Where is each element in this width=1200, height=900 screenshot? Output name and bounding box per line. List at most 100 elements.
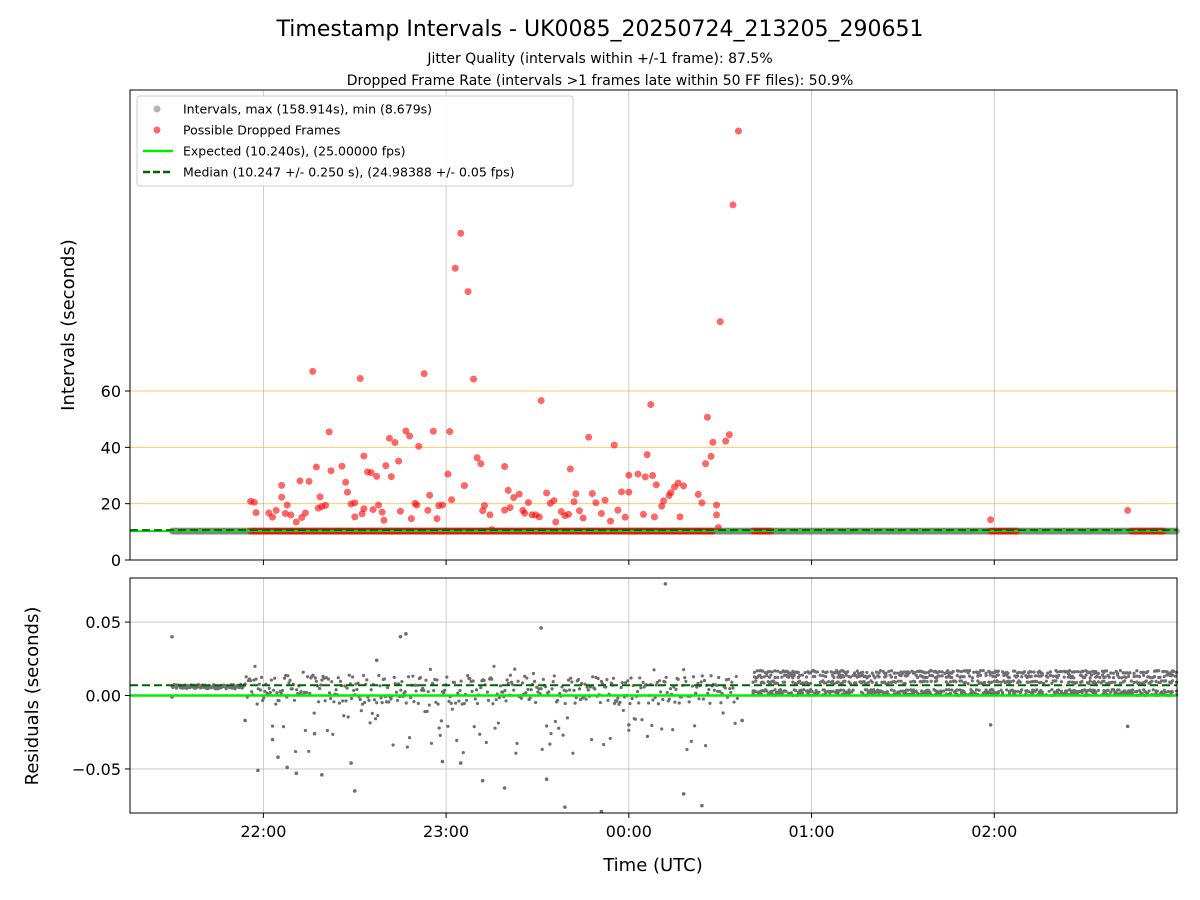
- residual-point: [776, 675, 780, 680]
- residual-point: [325, 728, 329, 733]
- residual-point: [697, 697, 701, 701]
- residual-point: [796, 670, 800, 674]
- dropped-frame-point: [342, 478, 350, 486]
- residual-point: [1117, 688, 1121, 692]
- residual-point: [1047, 689, 1051, 693]
- residual-point: [874, 681, 879, 685]
- residual-point: [479, 686, 483, 690]
- residual-point: [1094, 690, 1098, 694]
- residual-point: [866, 689, 870, 693]
- residual-point: [569, 676, 573, 680]
- residual-point: [434, 700, 438, 704]
- residual-point: [350, 675, 355, 679]
- residual-point: [978, 669, 983, 673]
- residual-point: [1035, 679, 1039, 684]
- residual-point: [984, 673, 988, 678]
- dropped-frame-point: [575, 507, 583, 515]
- dropped-frame-point: [667, 489, 675, 497]
- residual-point: [282, 676, 287, 680]
- residual-point: [674, 687, 678, 691]
- residual-point: [1142, 670, 1146, 674]
- residual-outlier-point: [349, 761, 353, 765]
- residual-point: [405, 745, 409, 749]
- residual-point: [804, 675, 809, 679]
- residual-point: [959, 679, 963, 683]
- residual-point: [457, 699, 461, 703]
- residual-point: [327, 691, 332, 695]
- residual-point: [458, 688, 462, 693]
- residual-point: [447, 699, 451, 703]
- residual-point: [935, 679, 939, 683]
- residual-point: [931, 674, 935, 678]
- intervals-y-tick-label: 40: [101, 438, 121, 457]
- residual-point: [1068, 669, 1072, 673]
- residual-point: [1052, 690, 1057, 694]
- residual-point: [515, 741, 519, 745]
- residual-point: [915, 675, 920, 680]
- residual-point: [456, 691, 460, 695]
- residual-point: [432, 688, 436, 693]
- residual-point: [962, 675, 966, 679]
- residual-point: [665, 690, 669, 695]
- residual-point: [682, 668, 686, 672]
- residual-point: [512, 688, 516, 692]
- residual-point: [400, 679, 404, 684]
- residual-point: [985, 690, 990, 694]
- residual-point: [1163, 690, 1168, 694]
- residual-point: [580, 681, 584, 685]
- intervals-y-tick-label: 0: [111, 551, 121, 570]
- residual-point: [616, 696, 620, 700]
- dropped-frame-point: [618, 488, 626, 496]
- residual-point: [1096, 688, 1101, 693]
- residual-point: [394, 690, 399, 694]
- residual-point: [1032, 670, 1036, 674]
- dropped-frame-point: [634, 470, 642, 478]
- dropped-frame-point: [424, 506, 432, 514]
- dropped-frame-point: [460, 482, 468, 490]
- residual-outlier-point: [440, 759, 445, 764]
- residual-point: [999, 680, 1003, 684]
- residual-point: [789, 691, 794, 695]
- residual-point: [636, 689, 640, 694]
- residual-point: [996, 669, 1000, 673]
- residuals-x-ticks: 22:00 23:00 00:00 01:00 02:00: [240, 813, 1017, 841]
- residual-point: [894, 671, 898, 675]
- dropped-frame-point: [585, 433, 593, 441]
- residual-point: [308, 691, 312, 695]
- residual-point: [1158, 675, 1162, 679]
- residual-point: [857, 671, 861, 676]
- residual-point: [1029, 670, 1033, 674]
- residual-point: [884, 674, 888, 678]
- residual-point: [1117, 675, 1121, 680]
- dropped-frame-point: [510, 493, 518, 501]
- residual-point: [1100, 673, 1105, 677]
- residual-point: [349, 696, 354, 701]
- dropped-frame-point: [515, 490, 523, 498]
- residual-point: [319, 683, 323, 687]
- residual-point: [723, 686, 727, 690]
- residual-point: [346, 715, 350, 719]
- residual-point: [787, 691, 791, 695]
- residual-point: [329, 696, 333, 701]
- residual-point: [925, 679, 929, 684]
- residual-point: [703, 744, 708, 748]
- residual-point: [791, 680, 795, 684]
- residual-point: [573, 701, 577, 705]
- dropped-frame-point: [579, 514, 587, 522]
- residual-point: [1096, 671, 1101, 675]
- residual-point: [378, 684, 382, 688]
- dropped-frame-point: [322, 501, 330, 509]
- residual-point: [1017, 670, 1021, 675]
- residual-point: [342, 714, 346, 718]
- intervals-points: [168, 127, 1180, 535]
- residual-point: [1162, 674, 1166, 679]
- residual-point: [1132, 674, 1136, 679]
- residual-point: [572, 688, 576, 692]
- residual-point: [633, 717, 638, 721]
- residual-point: [248, 679, 253, 683]
- residual-point: [700, 674, 704, 678]
- residual-point: [707, 687, 711, 692]
- residual-point: [536, 690, 540, 694]
- residual-point: [1083, 675, 1087, 680]
